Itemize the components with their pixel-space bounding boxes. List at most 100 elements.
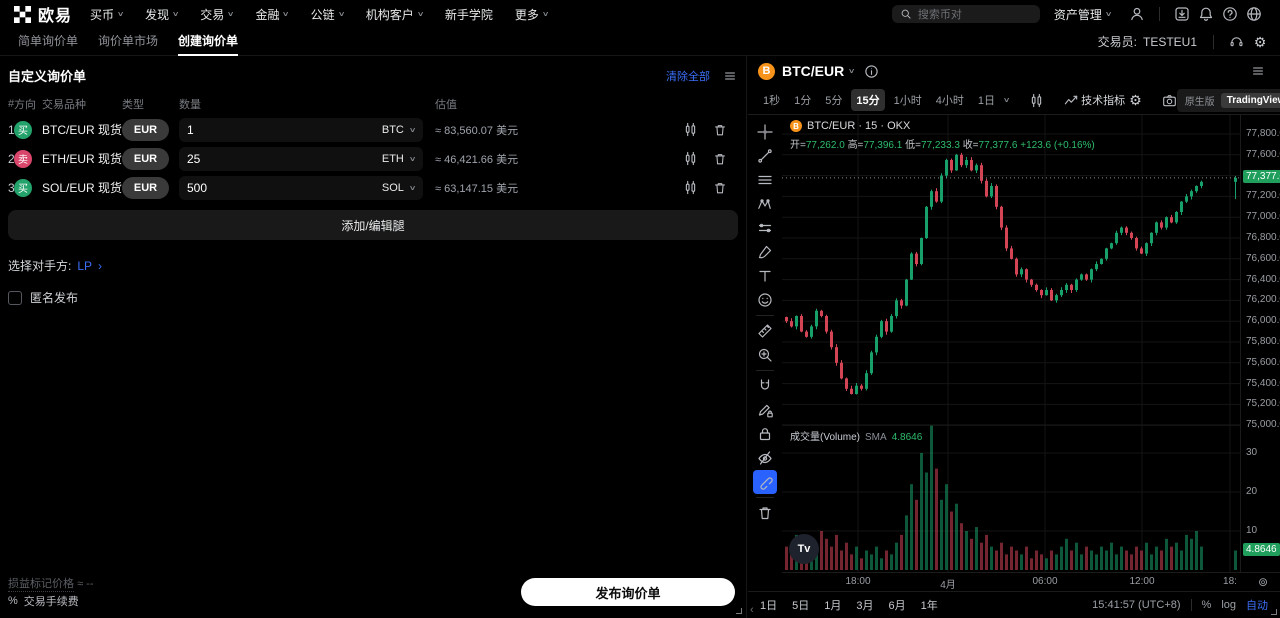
snapshot-button[interactable]: [1162, 89, 1177, 111]
price-axis[interactable]: 77,800.0 77,600.0 77,200.0 77,000.0 76,800.0…: [1240, 115, 1280, 572]
interval-1s[interactable]: 1秒: [763, 95, 781, 107]
nav-academy[interactable]: 新手学院: [444, 7, 493, 22]
interval-5m[interactable]: 5分: [825, 95, 843, 107]
amount-input[interactable]: [187, 122, 376, 137]
measure-tool[interactable]: [753, 319, 777, 343]
counterparty-value[interactable]: LP: [77, 258, 93, 273]
add-edit-legs-button[interactable]: 添加/编辑腿: [8, 210, 738, 240]
type-selector[interactable]: EUR: [122, 176, 169, 199]
time-axis[interactable]: ⊚ 18:00 4月 06:00 12:00 18:: [782, 572, 1280, 591]
chart-clock[interactable]: 15:41:57 (UTC+8): [1092, 599, 1181, 611]
amount-input[interactable]: [187, 180, 376, 195]
clear-all-button[interactable]: 清除全部: [666, 70, 710, 83]
xabcd-pattern-tool[interactable]: [753, 192, 777, 216]
tab-simple-rfq[interactable]: 简单询价单: [18, 33, 79, 48]
version-tradingview-button[interactable]: TradingView: [1220, 92, 1280, 108]
okx-logo[interactable]: 欧易: [14, 2, 72, 26]
interval-4h[interactable]: 4小时: [935, 95, 964, 107]
resize-handle[interactable]: [1271, 609, 1277, 615]
indicators-button[interactable]: [1064, 89, 1079, 111]
notifications-button[interactable]: [1194, 2, 1218, 26]
help-button[interactable]: [1218, 2, 1242, 26]
nav-finance[interactable]: 金融 ∨: [255, 7, 290, 22]
percent-scale-button[interactable]: %: [1201, 599, 1212, 611]
chevron-down-icon[interactable]: ∨: [847, 68, 856, 75]
chevron-down-icon[interactable]: ∨: [408, 184, 417, 192]
range-3m[interactable]: 3月: [856, 600, 874, 612]
chart-panel-menu-button[interactable]: [1246, 59, 1270, 83]
table-row-leg-2: 2 卖 ETH/EUR 现货› EUR ETH∨ ≈ 46,421.66 美元: [0, 144, 746, 173]
support-button[interactable]: [1224, 30, 1248, 54]
delete-leg-button[interactable]: [712, 180, 728, 196]
amount-input[interactable]: [187, 151, 376, 166]
delete-leg-button[interactable]: [712, 122, 728, 138]
language-button[interactable]: [1242, 2, 1266, 26]
chart-symbol[interactable]: BTC/EUR: [782, 63, 845, 79]
profile-button[interactable]: [1125, 2, 1149, 26]
trend-line-tool[interactable]: [753, 144, 777, 168]
range-1m[interactable]: 1月: [824, 600, 842, 612]
view-chart-button[interactable]: [682, 151, 698, 167]
resize-handle[interactable]: [736, 608, 742, 614]
chevron-down-icon[interactable]: ∨: [1002, 97, 1011, 104]
sync-drawings-tool[interactable]: [753, 470, 777, 494]
trader-info: 交易员: TESTEU1: [1098, 33, 1197, 50]
magnet-tool[interactable]: [753, 374, 777, 398]
nav-trade[interactable]: 交易 ∨: [200, 7, 235, 22]
indicators-label[interactable]: 技术指标: [1081, 95, 1126, 107]
nav-discover[interactable]: 发现 ∨: [145, 7, 180, 22]
position-tool[interactable]: [753, 216, 777, 240]
chevron-down-icon[interactable]: ∨: [408, 126, 417, 134]
chevron-right-icon[interactable]: ›: [98, 258, 103, 273]
log-scale-button[interactable]: log: [1221, 599, 1236, 611]
nav-institutional[interactable]: 机构客户 ∨: [365, 7, 425, 22]
tab-rfq-market[interactable]: 询价单市场: [98, 33, 159, 48]
zoom-in-tool[interactable]: [753, 343, 777, 367]
lock-drawings-tool[interactable]: [753, 422, 777, 446]
drawing-mode-tool[interactable]: [753, 398, 777, 422]
tradingview-logo[interactable]: Tv: [789, 534, 819, 564]
chart-settings-button[interactable]: ⚙: [1129, 89, 1142, 111]
interval-1m[interactable]: 1分: [794, 95, 812, 107]
brush-tool[interactable]: [753, 240, 777, 264]
nav-more[interactable]: 更多 ∨: [514, 7, 550, 22]
download-icon: [1175, 7, 1189, 21]
type-selector[interactable]: EUR: [122, 147, 169, 170]
range-5d[interactable]: 5日: [792, 600, 810, 612]
anonymous-checkbox[interactable]: [8, 290, 22, 305]
interval-1h[interactable]: 1小时: [893, 95, 922, 107]
version-native-button[interactable]: 原生版: [1184, 96, 1215, 108]
download-app-button[interactable]: [1170, 2, 1194, 26]
price-chart[interactable]: [782, 115, 1240, 572]
delete-leg-button[interactable]: [712, 151, 728, 167]
search-input[interactable]: 搜索币对: [891, 5, 1040, 23]
toolbar-collapse-button[interactable]: ‹: [750, 604, 754, 616]
publish-rfq-button[interactable]: 发布询价单: [521, 578, 735, 606]
panel-menu-button[interactable]: [724, 70, 736, 82]
nav-buy-crypto[interactable]: 买币 ∨: [90, 7, 125, 22]
chart-type-button[interactable]: [1029, 89, 1044, 111]
range-1y[interactable]: 1年: [920, 600, 938, 612]
assets-menu[interactable]: 资产管理 ∨: [1053, 7, 1113, 22]
auto-scale-button[interactable]: 自动: [1246, 600, 1268, 612]
scroll-to-realtime-icon[interactable]: ⊚: [1257, 575, 1268, 589]
fib-lines-tool[interactable]: [753, 168, 777, 192]
type-selector[interactable]: EUR: [122, 118, 169, 141]
nav-chain[interactable]: 公链 ∨: [310, 7, 345, 22]
hide-drawings-tool[interactable]: [753, 446, 777, 470]
settings-button[interactable]: ⚙: [1248, 30, 1272, 54]
view-chart-button[interactable]: [682, 180, 698, 196]
crosshair-tool[interactable]: [753, 120, 777, 144]
chevron-down-icon[interactable]: ∨: [408, 155, 417, 163]
emoji-tool[interactable]: [753, 288, 777, 312]
range-6m[interactable]: 6月: [888, 600, 906, 612]
divider: [756, 497, 774, 498]
view-chart-button[interactable]: [682, 122, 698, 138]
text-tool[interactable]: [753, 264, 777, 288]
tab-create-rfq[interactable]: 创建询价单: [168, 28, 248, 56]
info-button[interactable]: [864, 64, 879, 79]
range-1d[interactable]: 1日: [760, 600, 778, 612]
remove-drawings-tool[interactable]: [753, 501, 777, 525]
interval-1d[interactable]: 1日: [977, 95, 995, 107]
interval-15m[interactable]: 15分: [851, 89, 885, 111]
